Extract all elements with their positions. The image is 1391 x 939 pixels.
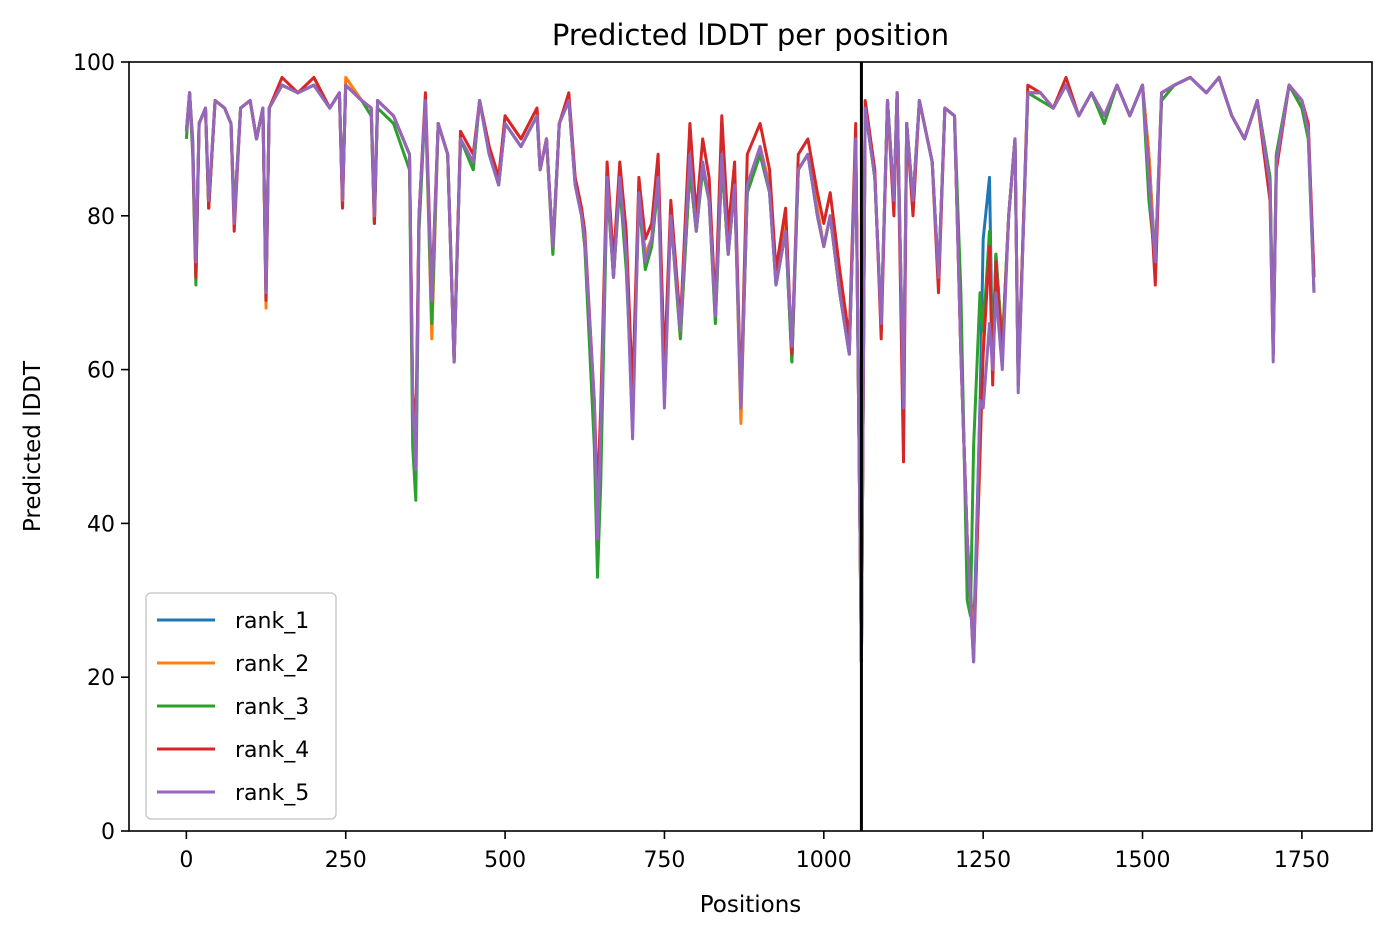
y-axis: 0 20 40 60 80 100 <box>73 51 129 845</box>
x-tick-label: 1750 <box>1274 848 1330 873</box>
y-tick-label: 100 <box>73 51 115 76</box>
x-axis-label: Positions <box>700 892 802 918</box>
x-axis: 0 250 500 750 1000 1250 1500 1750 <box>179 831 1330 873</box>
legend-label: rank_2 <box>235 652 309 677</box>
x-tick-label: 500 <box>484 848 526 873</box>
series-line-rank-3 <box>184 75 1316 664</box>
legend-label: rank_4 <box>235 738 309 763</box>
legend: rank_1 rank_2 rank_3 rank_4 rank_5 <box>145 592 337 820</box>
x-tick-label: 1500 <box>1115 848 1171 873</box>
plot-frame <box>128 61 1373 832</box>
x-tick-label: 750 <box>643 848 685 873</box>
y-axis-label: Predicted lDDT <box>20 360 46 532</box>
series-line-rank-5 <box>184 75 1316 664</box>
x-tick-label: 1000 <box>796 848 852 873</box>
chart-title: Predicted lDDT per position <box>552 18 949 52</box>
legend-box <box>145 592 337 820</box>
series-layer <box>184 75 1316 664</box>
y-tick-label: 20 <box>87 666 115 691</box>
x-tick-label: 0 <box>179 848 193 873</box>
legend-label: rank_5 <box>235 781 309 806</box>
legend-label: rank_3 <box>235 695 309 720</box>
x-tick-label: 1250 <box>955 848 1011 873</box>
y-tick-label: 80 <box>87 205 115 230</box>
y-tick-label: 60 <box>87 359 115 384</box>
y-tick-label: 40 <box>87 512 115 537</box>
y-tick-label: 0 <box>101 820 115 845</box>
legend-label: rank_1 <box>235 609 309 634</box>
x-tick-label: 250 <box>325 848 367 873</box>
